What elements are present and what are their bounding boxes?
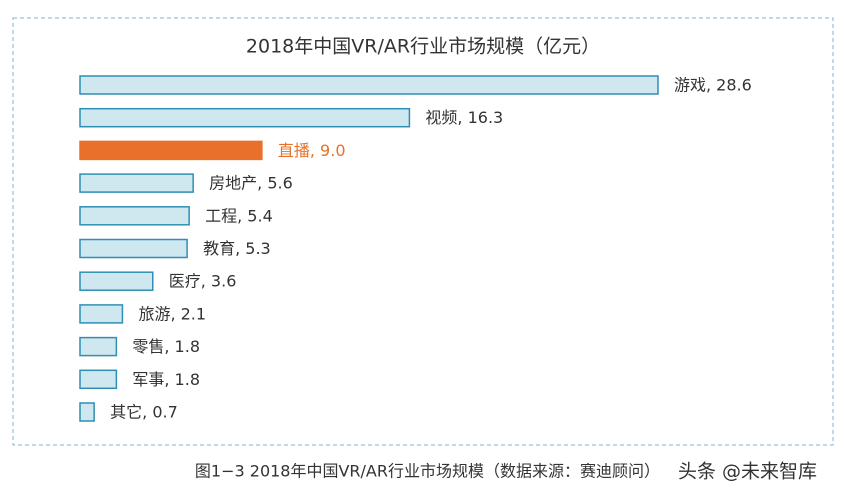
data-label: 直播, 9.0 xyxy=(278,141,346,160)
data-label: 房地产, 5.6 xyxy=(209,174,293,193)
data-label: 零售, 1.8 xyxy=(132,337,200,356)
bar xyxy=(79,173,194,193)
watermark: 头条 @未来智库 xyxy=(678,461,817,483)
bar xyxy=(79,369,118,390)
bar xyxy=(79,206,190,226)
caption: 图1−3 2018年中国VR/AR行业市场规模（数据来源：赛迪顾问） xyxy=(195,462,660,481)
data-label: 其它, 0.7 xyxy=(110,403,178,422)
data-label: 视频, 16.3 xyxy=(425,108,503,127)
chart-title: 2018年中国VR/AR行业市场规模（亿元） xyxy=(246,36,600,58)
data-label: 游戏, 28.6 xyxy=(674,76,752,95)
bar xyxy=(79,238,188,259)
data-label: 医疗, 3.6 xyxy=(169,272,237,291)
bar xyxy=(79,304,124,324)
data-label: 教育, 5.3 xyxy=(203,239,271,258)
bar xyxy=(79,402,95,422)
data-label: 旅游, 2.1 xyxy=(138,304,206,323)
data-label: 工程, 5.4 xyxy=(205,206,273,225)
bar xyxy=(79,336,118,357)
bar xyxy=(79,271,154,291)
bar xyxy=(79,107,411,128)
bar xyxy=(79,140,263,161)
bar xyxy=(79,75,659,95)
data-label: 军事, 1.8 xyxy=(132,370,200,389)
frame xyxy=(12,17,834,446)
